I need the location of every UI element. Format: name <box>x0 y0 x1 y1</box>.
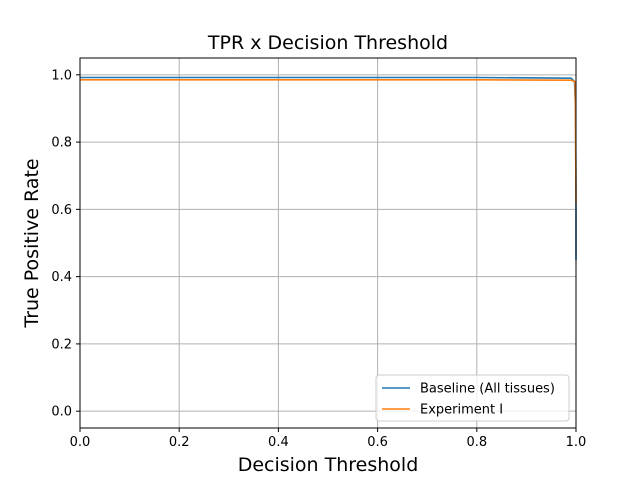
x-tick-label: 0.4 <box>268 435 289 450</box>
legend-box <box>375 374 570 422</box>
legend-label: Baseline (All tissues) <box>420 382 555 397</box>
y-tick-label: 0.8 <box>51 136 72 151</box>
x-tick-label: 0.6 <box>367 435 388 450</box>
legend: Baseline (All tissues) Experiment I <box>375 374 570 422</box>
x-axis-label: Decision Threshold <box>238 454 419 476</box>
x-tick-label: 0.8 <box>466 435 487 450</box>
y-tick-label: 0.6 <box>51 203 72 218</box>
legend-label: Experiment I <box>420 403 503 418</box>
y-axis-label: True Positive Rate <box>21 158 43 328</box>
chart-title: TPR x Decision Threshold <box>207 32 448 54</box>
y-tick-label: 0.4 <box>51 270 72 285</box>
ticks: 0.0 0.2 0.4 0.6 0.8 1.0 0.0 0.2 0.4 0.6 0.8 1.0 <box>51 68 586 450</box>
y-tick-label: 0.2 <box>51 337 72 352</box>
series-line-1 <box>80 79 577 203</box>
x-tick-label: 1.0 <box>566 435 587 450</box>
y-tick-label: 1.0 <box>51 68 72 83</box>
grid <box>79 58 577 428</box>
axes-frame <box>79 57 577 429</box>
x-tick-label: 0.2 <box>169 435 190 450</box>
y-tick-label: 0.0 <box>51 405 72 420</box>
x-tick-label: 0.0 <box>70 435 91 450</box>
